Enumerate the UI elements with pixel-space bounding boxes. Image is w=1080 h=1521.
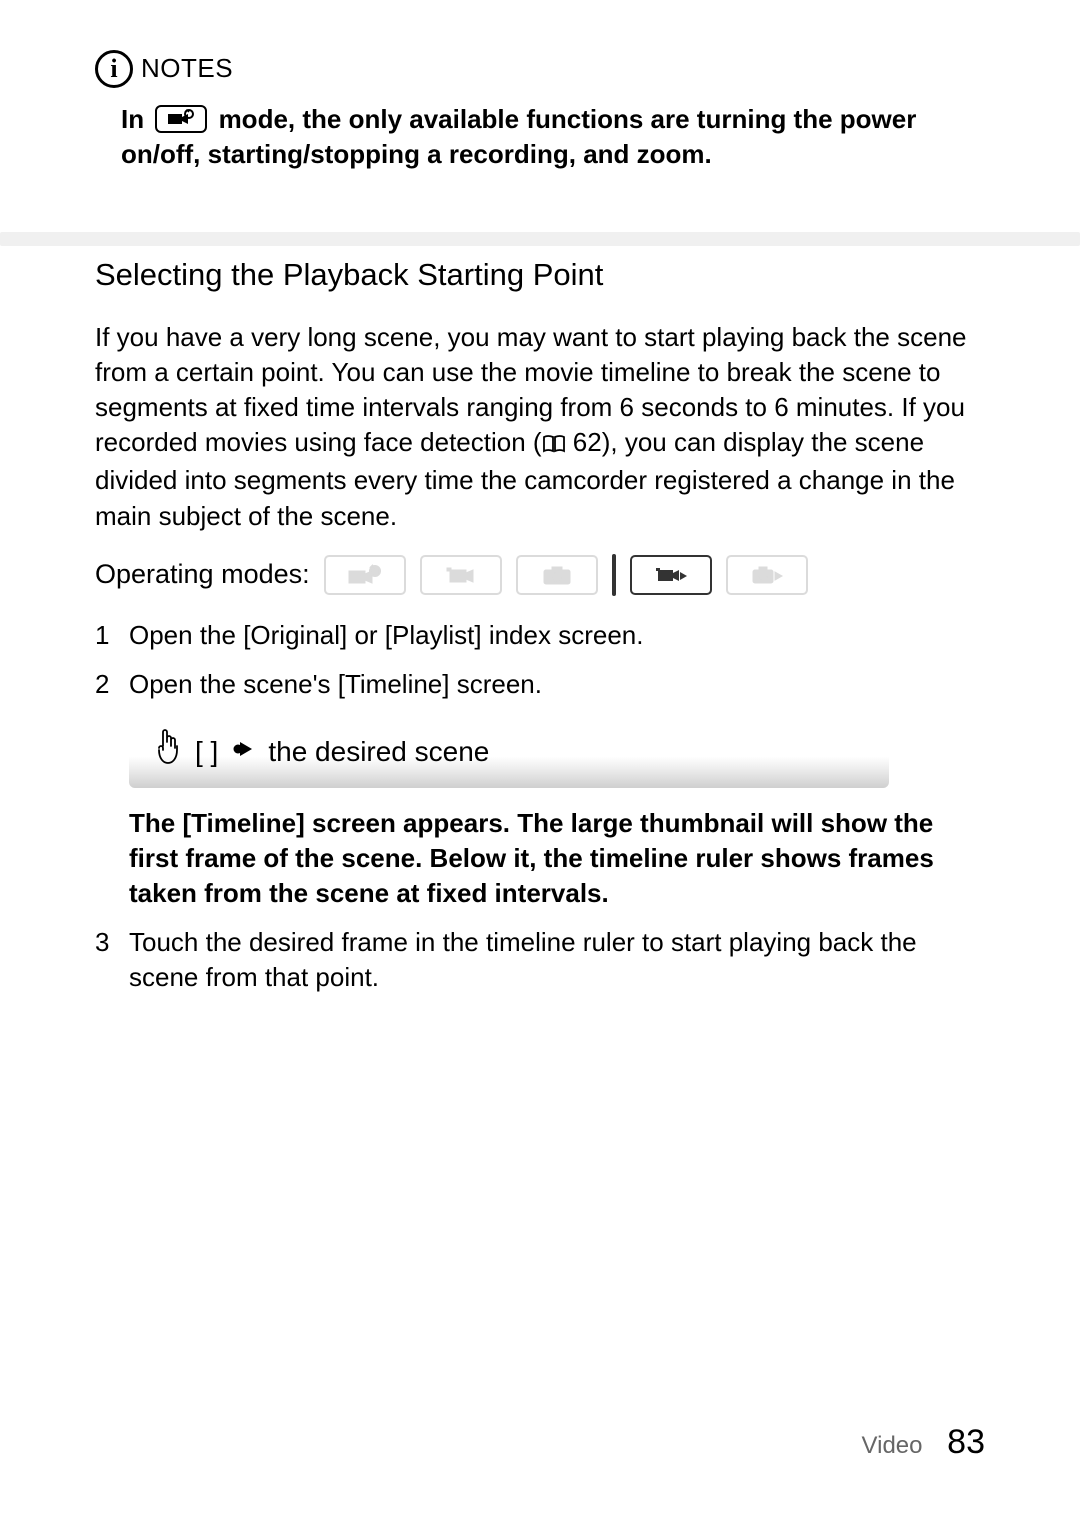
notes-body-post: mode, the only available functions are t… [121,104,916,169]
operating-modes-label: Operating modes: [95,556,310,592]
mode-movie-record [420,555,502,595]
manual-ref-icon [542,428,566,463]
mode-movie-playback [630,555,712,595]
footer-section: Video [862,1432,923,1459]
touch-sequence: [ ] the desired scene [129,718,889,788]
section-title-bar [0,232,1080,246]
footer-page-number: 83 [947,1423,985,1461]
notes-body: In mode, the only available functions ar… [95,102,985,172]
notes-header: i NOTES [95,50,985,88]
mode-photo-playback [726,555,808,595]
steps-list-cont: Touch the desired frame in the timeline … [95,925,985,995]
mode-separator [612,554,616,596]
notes-label: NOTES [141,51,233,86]
mode-dual-shot [324,555,406,595]
step-3: Touch the desired frame in the timeline … [95,925,985,995]
touch-target-text: the desired scene [268,733,489,771]
step-2: Open the scene's [Timeline] screen. [95,667,985,702]
touch-menu-bracket: [ ] [195,733,218,771]
touch-hand-icon [151,728,181,776]
step-2-detail: The [Timeline] screen appears. The large… [95,806,985,911]
page-footer: Video 83 [862,1420,985,1466]
dual-shot-mode-badge [155,105,207,133]
mode-photo-record [516,555,598,595]
para-ref: 62 [566,427,602,457]
step-1: Open the [Original] or [Playlist] index … [95,618,985,653]
step-2-text: Open the scene's [Timeline] screen. [129,669,542,699]
section-paragraph: If you have a very long scene, you may w… [95,320,985,534]
steps-list: Open the [Original] or [Playlist] index … [95,618,985,702]
info-icon: i [95,50,133,88]
section-title: Selecting the Playback Starting Point [95,254,985,296]
chevron-icon [232,734,254,769]
operating-modes-row: Operating modes: [95,554,985,596]
notes-body-pre: In [121,104,151,134]
